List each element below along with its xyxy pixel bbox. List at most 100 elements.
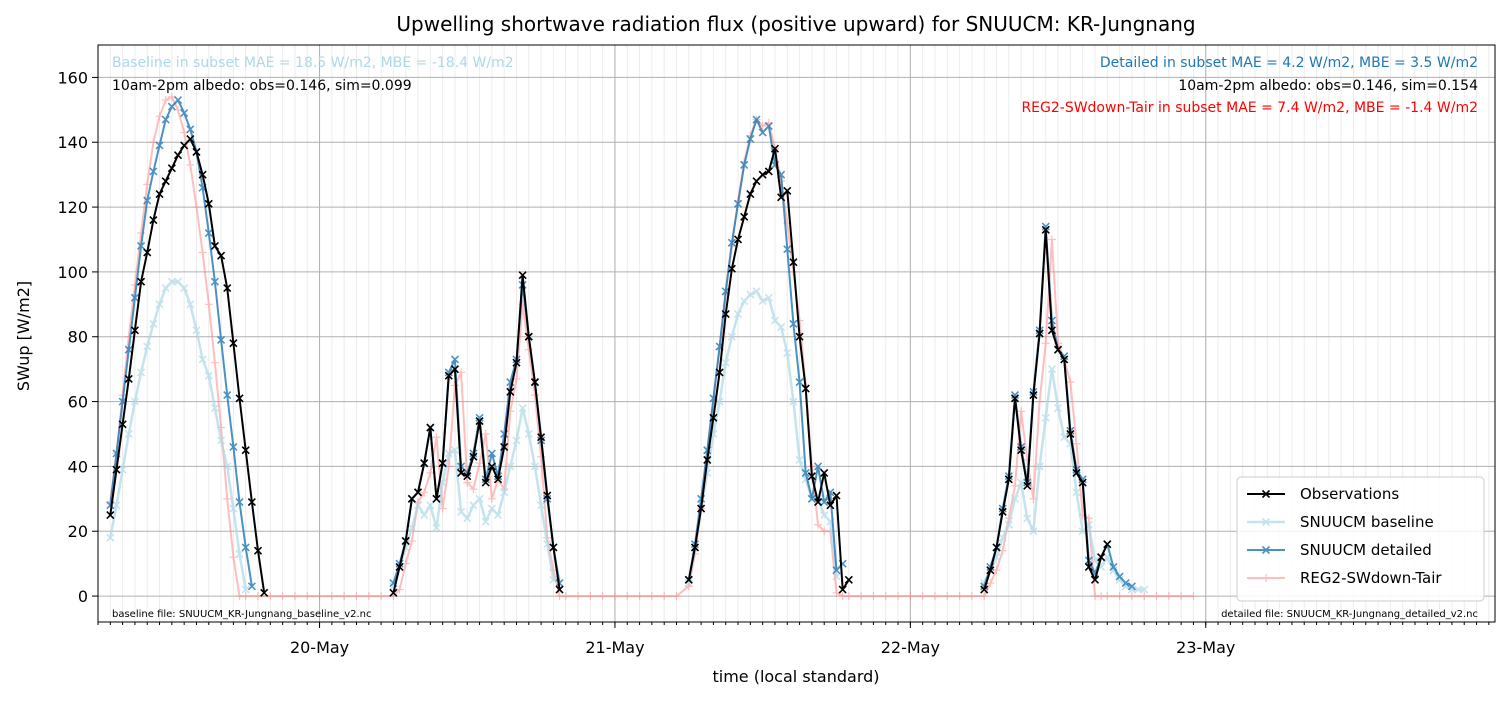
data-point-snuucm-baseline [137, 368, 146, 377]
legend-marker-reg2-swdown-tair [1262, 574, 1270, 582]
data-point-reg2-swdown-tair [1047, 235, 1056, 244]
data-point-snuucm-baseline [487, 504, 496, 513]
data-point-observations [733, 235, 743, 244]
data-point-snuucm-baseline [112, 501, 121, 510]
data-point-snuucm-detailed [143, 196, 152, 205]
data-point-snuucm-baseline [789, 397, 798, 406]
data-point-reg2-swdown-tair [198, 248, 207, 257]
data-point-reg2-swdown-tair [1066, 378, 1075, 387]
data-point-snuucm-baseline [407, 523, 416, 533]
data-point-reg2-swdown-tair [432, 433, 441, 442]
data-point-reg2-swdown-tair [672, 592, 681, 601]
x-tick-label: 23-May [1176, 638, 1235, 657]
legend-marker-observations [1261, 489, 1271, 499]
data-point-observations [1090, 575, 1100, 584]
data-point-observations [475, 416, 484, 426]
data-point-observations [204, 199, 213, 208]
data-point-reg2-swdown-tair [1041, 339, 1050, 348]
data-point-observations [980, 585, 989, 594]
data-point-observations [512, 358, 521, 367]
data-point-observations [1023, 481, 1032, 490]
data-point-snuucm-baseline [149, 319, 158, 328]
data-point-snuucm-detailed [783, 245, 792, 254]
data-point-observations [555, 585, 564, 594]
data-point-observations [1004, 475, 1013, 484]
data-point-reg2-swdown-tair [204, 300, 213, 309]
data-point-reg2-swdown-tair [1017, 407, 1026, 416]
data-point-snuucm-detailed [475, 413, 484, 422]
data-point-observations [777, 193, 786, 202]
data-point-observations [210, 241, 219, 251]
data-point-snuucm-baseline [155, 300, 164, 309]
data-point-observations [764, 167, 773, 176]
data-point-observations [1017, 446, 1026, 455]
legend-label-observations: Observations [1300, 485, 1399, 503]
data-point-snuucm-baseline [500, 488, 509, 497]
legend-label-reg2-swdown-tair: REG2-SWdown-Tair [1300, 569, 1442, 587]
data-point-snuucm-detailed [1127, 582, 1136, 591]
data-point-snuucm-detailed [124, 345, 133, 354]
data-point-snuucm-baseline [444, 449, 453, 458]
data-point-observations [709, 413, 718, 422]
data-point-snuucm-detailed [740, 160, 749, 170]
data-point-snuucm-detailed [733, 199, 743, 208]
data-point-snuucm-detailed [1078, 475, 1087, 484]
data-point-observations [217, 251, 226, 260]
data-point-snuucm-baseline [167, 277, 176, 286]
data-point-snuucm-baseline [1127, 585, 1136, 594]
data-point-snuucm-baseline [475, 494, 484, 503]
data-point-snuucm-baseline [506, 462, 515, 471]
data-point-reg2-swdown-tair [210, 358, 219, 367]
y-tick-label: 80 [68, 328, 88, 347]
data-point-snuucm-baseline [229, 504, 238, 513]
series-layer [106, 92, 1198, 601]
x-axis-label: time (local standard) [712, 667, 879, 686]
data-point-reg2-swdown-tair [192, 203, 201, 212]
data-point-observations [247, 497, 256, 507]
data-point-observations [253, 546, 263, 555]
data-point-reg2-swdown-tair [407, 536, 416, 545]
data-point-snuucm-detailed [173, 96, 183, 105]
y-tick-label: 60 [68, 393, 88, 412]
data-point-observations [721, 309, 730, 319]
data-point-snuucm-baseline [1140, 585, 1149, 594]
data-point-snuucm-baseline [727, 332, 736, 341]
data-point-reg2-swdown-tair [918, 592, 927, 601]
data-point-observations [518, 271, 527, 280]
data-point-reg2-swdown-tair [610, 592, 619, 601]
data-point-snuucm-detailed [235, 497, 244, 507]
data-point-observations [137, 277, 146, 286]
data-point-observations [469, 452, 478, 461]
data-point-observations [727, 264, 736, 273]
data-point-snuucm-baseline [746, 290, 755, 299]
data-point-reg2-swdown-tair [980, 592, 989, 601]
data-point-snuucm-detailed [204, 228, 213, 238]
data-point-snuucm-baseline [1029, 527, 1038, 536]
data-point-reg2-swdown-tair [340, 592, 349, 601]
data-point-observations [260, 588, 269, 597]
data-point-snuucm-detailed [161, 115, 170, 124]
data-point-snuucm-detailed [149, 167, 158, 176]
data-point-snuucm-detailed [807, 494, 816, 503]
data-point-reg2-swdown-tair [487, 494, 496, 503]
data-point-snuucm-baseline [192, 326, 201, 335]
data-point-snuucm-detailed [752, 115, 761, 124]
data-point-snuucm-baseline [543, 540, 552, 549]
grid [97, 45, 1495, 622]
data-point-observations [500, 442, 509, 452]
data-point-reg2-swdown-tair [894, 592, 903, 601]
data-point-reg2-swdown-tair [1127, 592, 1136, 601]
data-point-snuucm-baseline [783, 348, 792, 358]
data-point-snuucm-baseline [549, 575, 558, 584]
data-point-observations [130, 326, 139, 335]
data-point-snuucm-detailed [210, 277, 219, 286]
legend-swatch-snuucm-detailed [1247, 545, 1285, 555]
data-point-reg2-swdown-tair [469, 485, 478, 494]
data-point-snuucm-detailed [223, 391, 232, 400]
data-point-observations [463, 472, 472, 481]
data-point-observations [457, 468, 466, 477]
data-point-snuucm-baseline [161, 284, 170, 293]
legend-box [1236, 476, 1485, 602]
chart-title: Upwelling shortwave radiation flux (posi… [396, 12, 1195, 36]
